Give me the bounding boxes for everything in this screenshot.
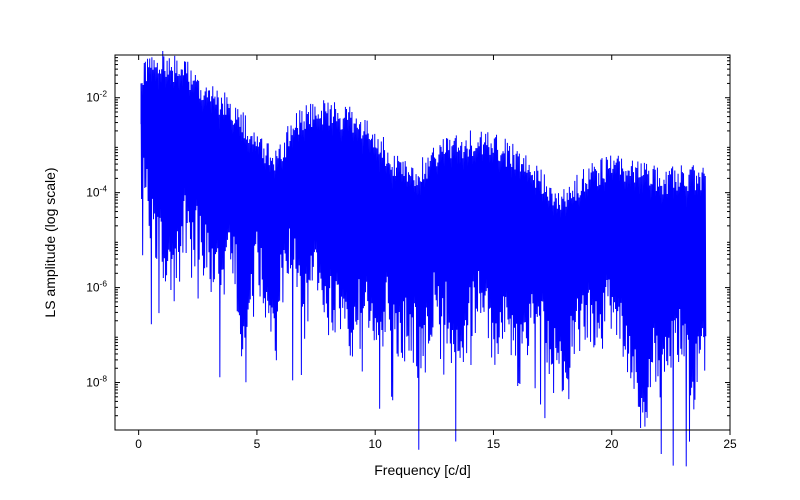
chart-container: 051015202510-810-610-410-2Frequency [c/d…: [0, 0, 800, 500]
x-tick-label: 20: [605, 437, 619, 451]
x-tick-label: 10: [369, 437, 383, 451]
periodogram-chart: 051015202510-810-610-410-2Frequency [c/d…: [0, 0, 800, 500]
y-axis-label: LS amplitude (log scale): [42, 167, 58, 317]
x-axis-label: Frequency [c/d]: [374, 462, 471, 478]
x-tick-label: 0: [135, 437, 142, 451]
x-tick-label: 5: [254, 437, 261, 451]
x-tick-label: 25: [723, 437, 737, 451]
x-tick-label: 15: [487, 437, 501, 451]
